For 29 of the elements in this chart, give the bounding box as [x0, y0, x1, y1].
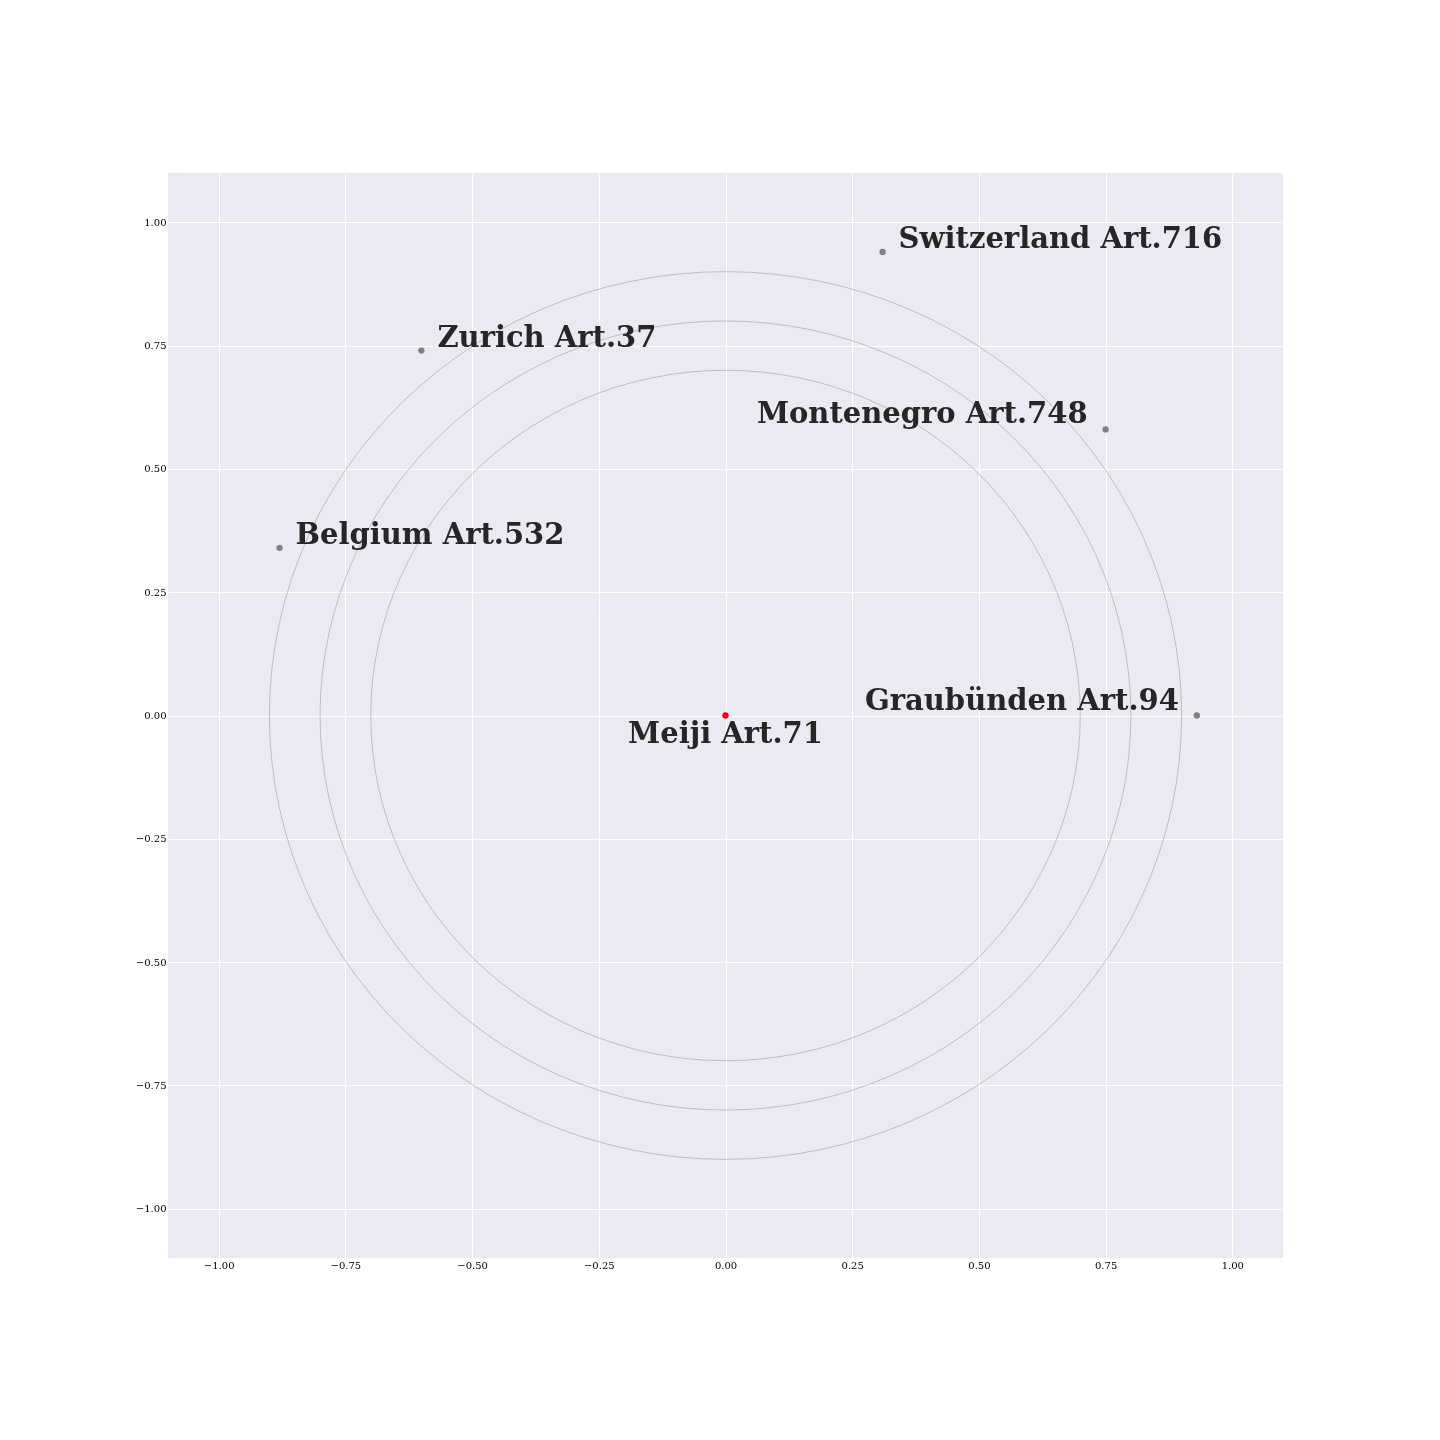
x-tick-label: 0.75: [1094, 1259, 1118, 1271]
x-tick-label: −0.25: [583, 1259, 615, 1271]
y-tick-label: −1.00: [135, 1203, 167, 1215]
point: [418, 347, 425, 354]
point: [879, 248, 886, 256]
x-tick-label: −1.00: [203, 1259, 235, 1271]
x-tick-label: −0.75: [330, 1259, 362, 1271]
y-tick-label: −0.25: [135, 833, 167, 845]
point: [1102, 426, 1109, 433]
y-tick-label: 0.00: [144, 710, 167, 721]
annotation: Meiji Art.71: [628, 715, 823, 750]
point: [1193, 712, 1200, 719]
x-tick-label: 0.00: [714, 1259, 738, 1271]
x-tick-label: −0.50: [457, 1259, 488, 1271]
x-tick-label: 1.00: [1221, 1259, 1244, 1271]
y-tick-label: 0.75: [144, 340, 167, 352]
annotation: Montenegro Art.748: [756, 396, 1088, 431]
annotation: Graubünden Art.94: [864, 682, 1179, 717]
y-tick-label: 0.25: [144, 586, 167, 598]
y-tick-label: 0.50: [144, 463, 167, 475]
point: [276, 544, 283, 551]
y-tick-label: 1.00: [144, 216, 167, 228]
x-tick-label: 0.50: [968, 1259, 991, 1271]
x-tick-label: 0.25: [841, 1259, 864, 1271]
y-tick-label: −0.75: [135, 1079, 167, 1091]
annotation: Zurich Art.37: [437, 319, 657, 354]
y-tick-label: −0.50: [135, 956, 167, 968]
annotation: Switzerland Art.716: [898, 220, 1223, 255]
annotation: Belgium Art.532: [295, 516, 565, 551]
